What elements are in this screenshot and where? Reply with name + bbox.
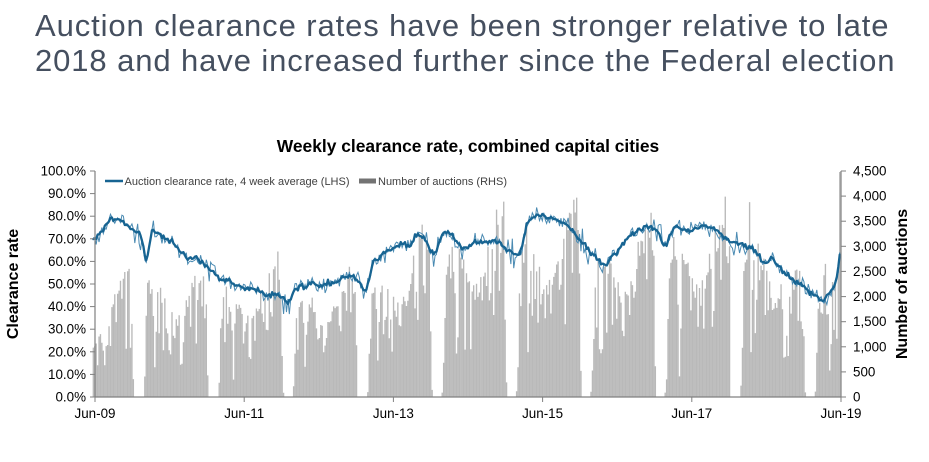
svg-text:0: 0 [853,390,860,405]
svg-text:70.0%: 70.0% [48,231,86,246]
svg-text:60.0%: 60.0% [48,254,86,269]
svg-text:Number of auctions (RHS): Number of auctions (RHS) [378,176,507,188]
svg-text:20.0%: 20.0% [48,344,86,359]
svg-text:10.0%: 10.0% [48,367,86,382]
svg-text:Auction clearance rate, 4 week: Auction clearance rate, 4 week average (… [125,176,350,188]
svg-text:Jun-13: Jun-13 [373,406,414,421]
svg-text:3,000: 3,000 [853,239,887,254]
svg-text:40.0%: 40.0% [48,299,86,314]
svg-text:Jun-15: Jun-15 [522,406,563,421]
svg-text:Jun-09: Jun-09 [75,406,116,421]
svg-text:2,000: 2,000 [853,289,887,304]
svg-text:Clearance rate: Clearance rate [5,229,22,339]
svg-text:30.0%: 30.0% [48,322,86,337]
svg-text:500: 500 [853,364,875,379]
svg-text:3,500: 3,500 [853,214,887,229]
svg-text:100.0%: 100.0% [41,164,87,179]
svg-text:2,500: 2,500 [853,264,887,279]
svg-text:0.0%: 0.0% [55,390,86,405]
svg-text:1,500: 1,500 [853,314,887,329]
svg-text:Jun-17: Jun-17 [671,406,712,421]
svg-text:1,000: 1,000 [853,339,887,354]
svg-text:50.0%: 50.0% [48,277,86,292]
svg-text:Jun-11: Jun-11 [224,406,264,421]
svg-text:90.0%: 90.0% [48,186,86,201]
svg-text:4,000: 4,000 [853,189,887,204]
svg-text:Jun-19: Jun-19 [821,406,862,421]
svg-text:Number of auctions: Number of auctions [894,209,911,359]
svg-text:4,500: 4,500 [853,164,887,179]
svg-text:Weekly clearance rate, combine: Weekly clearance rate, combined capital … [277,136,659,156]
svg-text:80.0%: 80.0% [48,209,86,224]
